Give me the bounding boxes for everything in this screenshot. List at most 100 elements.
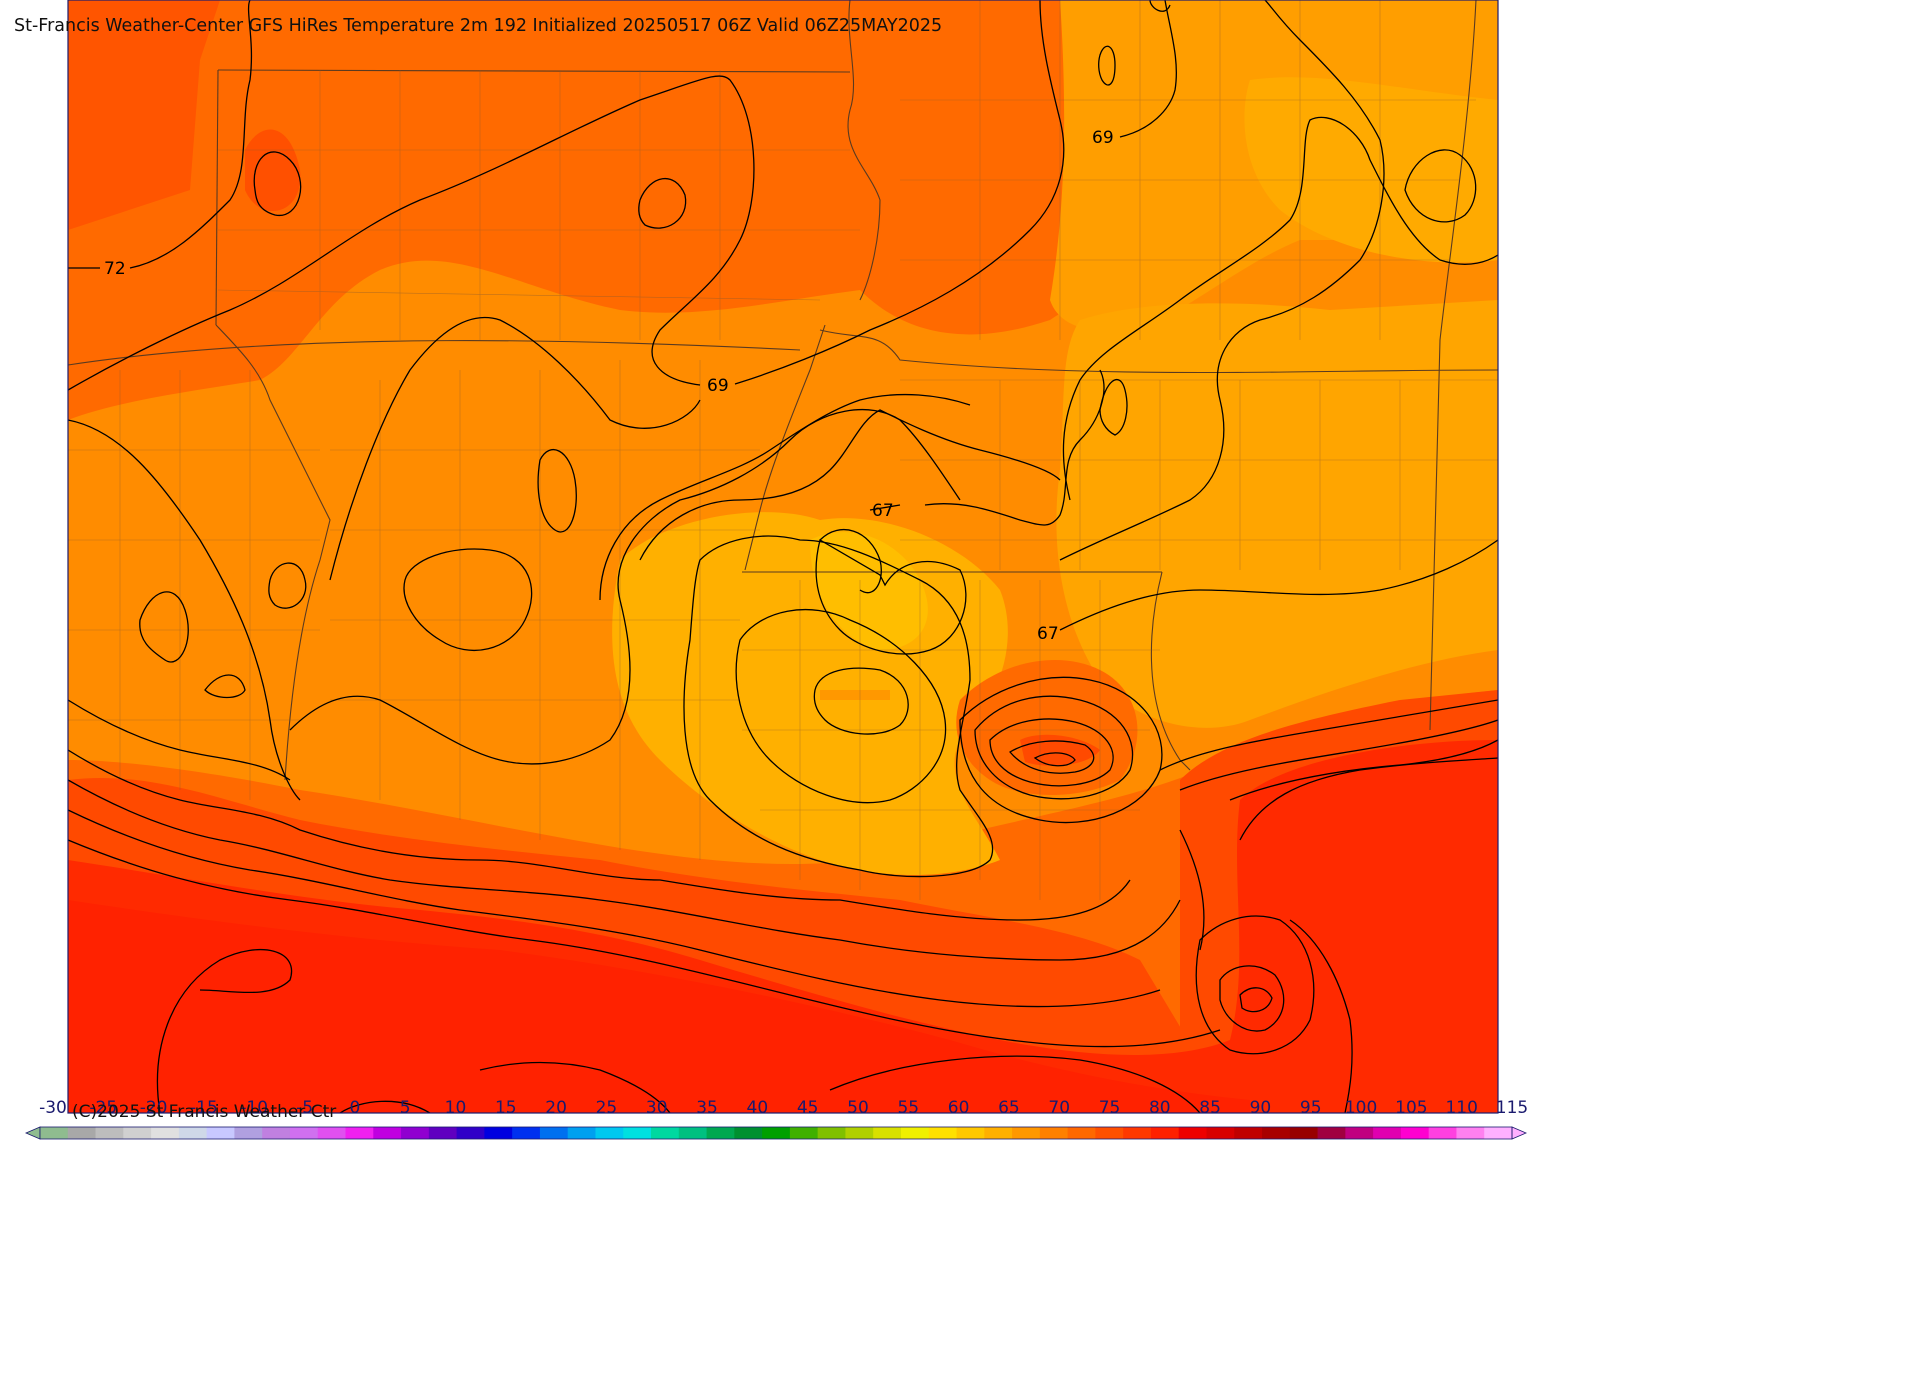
colorbar-swatch: [873, 1127, 902, 1139]
colorbar-border: [39, 1126, 1513, 1140]
colorbar-swatch: [678, 1127, 708, 1139]
map-frame: [67, 0, 1499, 1114]
colorbar-tick-label: 10: [444, 1098, 467, 1118]
colorbar: [24, 1126, 1528, 1140]
colorbar-tick-label: 30: [645, 1098, 668, 1118]
colorbar-swatch: [817, 1127, 846, 1139]
colorbar-arrow-high: [1511, 1126, 1528, 1140]
temperature-field: [68, 0, 1498, 1113]
colorbar-tick-label: 50: [847, 1098, 869, 1118]
colorbar-swatch: [345, 1127, 374, 1139]
colorbar-tick-label: 20: [545, 1098, 567, 1118]
colorbar-swatch: [1012, 1127, 1041, 1139]
colorbar-swatch: [1317, 1127, 1346, 1139]
colorbar-tick-label: 35: [696, 1098, 718, 1118]
colorbar-swatch: [262, 1127, 291, 1139]
colorbar-swatch: [928, 1127, 958, 1139]
contour-label: 69: [1092, 128, 1114, 148]
colorbar-tick-label: -20: [139, 1098, 168, 1118]
colorbar-tick-label: 105: [1395, 1098, 1428, 1118]
colorbar-swatch: [289, 1127, 319, 1139]
colorbar-swatch: [623, 1127, 652, 1139]
map-title: St-Francis Weather-Center GFS HiRes Temp…: [14, 16, 943, 36]
colorbar-swatch: [456, 1127, 485, 1139]
colorbar-swatch: [900, 1127, 930, 1139]
colorbar-swatch: [567, 1127, 596, 1139]
colorbar-tick-label: 0: [349, 1098, 361, 1118]
colorbar-tick-label: 80: [1148, 1098, 1171, 1118]
colorbar-swatch: [1262, 1127, 1291, 1139]
colorbar-swatch: [1428, 1127, 1457, 1139]
colorbar-swatch: [1345, 1127, 1374, 1139]
colorbar-tick-label: 95: [1299, 1098, 1322, 1118]
colorbar-swatch: [151, 1127, 180, 1139]
colorbar-tick-label: -25: [89, 1098, 118, 1118]
colorbar-swatch: [178, 1127, 208, 1139]
colorbar-swatch: [401, 1127, 430, 1139]
colorbar-tick-label: 5: [399, 1098, 411, 1118]
colorbar-swatch: [734, 1127, 763, 1139]
colorbar-tick-label: -10: [240, 1098, 269, 1118]
colorbar-swatch: [206, 1127, 235, 1139]
colorbar-swatch: [956, 1127, 985, 1139]
isotherm-contours: [68, 0, 1498, 1113]
colorbar-swatch: [1039, 1127, 1069, 1139]
colorbar-swatch: [539, 1127, 569, 1139]
colorbar-swatch: [1456, 1127, 1485, 1139]
colorbar-swatch: [1234, 1127, 1263, 1139]
colorbar-tick-label: 15: [494, 1098, 517, 1118]
colorbar-tick-label: 45: [796, 1098, 819, 1118]
colorbar-swatch: [67, 1127, 97, 1139]
copyright-text: (C)2025 St Francis Weather Ctr: [72, 1102, 337, 1122]
colorbar-swatch: [95, 1127, 124, 1139]
contour-label: 67: [872, 501, 894, 521]
colorbar-swatch: [123, 1127, 152, 1139]
colorbar-tick-label: 25: [595, 1098, 618, 1118]
colorbar-swatch: [1373, 1127, 1402, 1139]
colorbar-swatch: [789, 1127, 819, 1139]
colorbar-tick-label: -30: [39, 1098, 67, 1118]
colorbar-tick-label: -15: [190, 1098, 218, 1118]
colorbar-swatch: [1150, 1127, 1180, 1139]
colorbar-swatch: [428, 1127, 458, 1139]
colorbar-swatch: [1067, 1127, 1096, 1139]
colorbar-swatch: [1289, 1127, 1319, 1139]
colorbar-swatch: [234, 1127, 263, 1139]
colorbar-tick-label: 65: [998, 1098, 1020, 1118]
colorbar-tick-label: 115: [1495, 1098, 1529, 1118]
colorbar-swatch: [984, 1127, 1013, 1139]
colorbar-tick-label: 70: [1048, 1098, 1071, 1118]
colorbar-swatch: [1123, 1127, 1152, 1139]
colorbar-swatch: [1178, 1127, 1207, 1139]
colorbar-swatch: [762, 1127, 791, 1139]
colorbar-tick-label: -5: [296, 1098, 314, 1118]
contour-label: 67: [1037, 624, 1059, 644]
colorbar-swatch: [1206, 1127, 1235, 1139]
state-boundaries: [68, 0, 1498, 781]
colorbar-swatch: [512, 1127, 541, 1139]
colorbar-swatch: [317, 1127, 347, 1139]
colorbar-tick-label: 85: [1199, 1098, 1221, 1118]
colorbar-swatch: [40, 1127, 69, 1139]
colorbar-swatch: [373, 1127, 402, 1139]
colorbar-swatch: [595, 1127, 624, 1139]
colorbar-swatch: [1400, 1127, 1430, 1139]
colorbar-tick-label: 110: [1445, 1098, 1478, 1118]
colorbar-arrow-low: [24, 1126, 41, 1140]
colorbar-tick-label: 60: [947, 1098, 970, 1118]
colorbar-tick-label: 75: [1098, 1098, 1121, 1118]
colorbar-tick-label: 40: [746, 1098, 769, 1118]
temperature-map: 72 69 69 67 67: [24, 0, 1528, 1140]
colorbar-tick-label: 100: [1344, 1098, 1378, 1118]
colorbar-swatch: [484, 1127, 513, 1139]
contour-label: 69: [707, 376, 729, 396]
contour-label: 72: [104, 259, 126, 279]
colorbar-swatch: [1095, 1127, 1124, 1139]
colorbar-swatch: [845, 1127, 874, 1139]
colorbar-swatch: [1484, 1127, 1513, 1139]
colorbar-swatch: [651, 1127, 680, 1139]
colorbar-swatch: [706, 1127, 735, 1139]
colorbar-tick-label: 90: [1249, 1098, 1272, 1118]
contour-labels: 72 69 69 67 67: [104, 128, 1114, 644]
colorbar-tick-label: 55: [897, 1098, 920, 1118]
